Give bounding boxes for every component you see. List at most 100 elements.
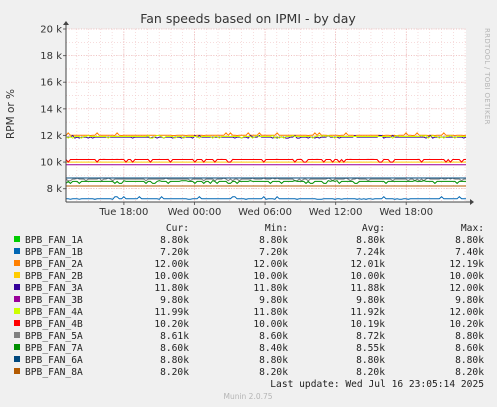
legend-value: 10.00k xyxy=(154,271,189,282)
x-tick-label: Tue 18:00 xyxy=(98,207,148,218)
legend-swatch xyxy=(14,272,20,278)
y-axis-label: RPM or % xyxy=(5,89,17,139)
legend-swatch xyxy=(14,236,20,242)
legend-series-name: BPB_FAN_2B xyxy=(25,271,83,282)
legend-value: 10.00k xyxy=(350,271,385,282)
legend-value: 10.19k xyxy=(350,319,385,330)
y-tick-label: 8 k xyxy=(47,184,63,195)
legend-value: 7.24k xyxy=(356,247,385,258)
x-tick-label: Wed 12:00 xyxy=(309,207,363,218)
y-tick-label: 10 k xyxy=(40,158,62,169)
legend-swatch xyxy=(14,332,20,338)
legend-swatch xyxy=(14,296,20,302)
legend-value: 8.80k xyxy=(455,331,484,342)
legend-series-name: BPB_FAN_2A xyxy=(25,259,83,270)
legend-series-name: BPB_FAN_6A xyxy=(25,355,83,366)
legend-value: 8.80k xyxy=(455,235,484,246)
legend-value: 8.20k xyxy=(356,367,385,378)
legend-swatch xyxy=(14,344,20,350)
series-line-bpb-fan-4b xyxy=(65,158,466,163)
legend-value: 8.20k xyxy=(160,367,189,378)
legend-value: 12.00k xyxy=(253,259,288,270)
legend-value: 8.20k xyxy=(259,367,288,378)
legend-value: 8.80k xyxy=(455,355,484,366)
legend-value: 12.00k xyxy=(154,259,189,270)
legend-value: 10.20k xyxy=(154,319,189,330)
legend-series-name: BPB_FAN_7A xyxy=(25,343,83,354)
legend-value: 7.40k xyxy=(455,247,484,258)
legend-series-name: BPB_FAN_3B xyxy=(25,295,83,306)
legend-swatch xyxy=(14,248,20,254)
legend-value: 8.80k xyxy=(356,235,385,246)
plot-area xyxy=(66,29,466,202)
legend-header: Max: xyxy=(461,223,484,234)
legend-value: 11.80k xyxy=(253,283,288,294)
legend-value: 8.72k xyxy=(356,331,385,342)
legend-value: 8.40k xyxy=(259,343,288,354)
legend-value: 7.20k xyxy=(259,247,288,258)
legend-header: Min: xyxy=(265,223,288,234)
legend-series-name: BPB_FAN_1A xyxy=(25,235,83,246)
legend-value: 7.20k xyxy=(160,247,189,258)
legend-value: 8.80k xyxy=(160,355,189,366)
legend-value: 9.80k xyxy=(455,295,484,306)
legend-value: 8.80k xyxy=(259,235,288,246)
legend-value: 10.00k xyxy=(253,319,288,330)
y-tick-label: 14 k xyxy=(40,104,62,115)
legend-value: 8.61k xyxy=(160,331,189,342)
legend-swatch xyxy=(14,368,20,374)
legend-value: 12.01k xyxy=(350,259,385,270)
legend-value: 12.00k xyxy=(449,283,484,294)
legend-value: 8.80k xyxy=(259,355,288,366)
legend-series-name: BPB_FAN_8A xyxy=(25,367,83,378)
legend-value: 12.00k xyxy=(449,307,484,318)
legend-swatch xyxy=(14,356,20,362)
legend-value: 11.88k xyxy=(350,283,385,294)
legend-value: 8.55k xyxy=(356,343,385,354)
chart-title: Fan speeds based on IPMI - by day xyxy=(140,11,356,26)
y-tick-label: 16 k xyxy=(40,78,62,89)
legend: Cur: Min: Avg: Max: BPB_FAN_1A 8.80k 8.80k 8.80… xyxy=(14,223,484,378)
legend-series-name: BPB_FAN_4A xyxy=(25,307,83,318)
y-tick-label: 20 k xyxy=(40,25,62,36)
legend-value: 10.00k xyxy=(253,271,288,282)
x-tick-label: Wed 00:00 xyxy=(168,207,222,218)
legend-swatch xyxy=(14,308,20,314)
legend-value: 8.80k xyxy=(160,235,189,246)
legend-value: 9.80k xyxy=(160,295,189,306)
last-update: Last update: Wed Jul 16 23:05:14 2025 xyxy=(270,379,484,390)
y-tick-label: 12 k xyxy=(40,131,62,142)
axes xyxy=(63,21,474,205)
legend-value: 8.60k xyxy=(160,343,189,354)
legend-value: 10.00k xyxy=(449,271,484,282)
series-line-bpb-fan-5a xyxy=(65,177,466,182)
legend-value: 11.80k xyxy=(154,283,189,294)
rrdtool-credit: RRDTOOL / TOBI OETIKER xyxy=(483,28,491,125)
legend-series-name: BPB_FAN_4B xyxy=(25,319,83,330)
legend-swatch xyxy=(14,284,20,290)
legend-series-name: BPB_FAN_3A xyxy=(25,283,83,294)
legend-header: Avg: xyxy=(362,223,385,234)
legend-value: 10.20k xyxy=(449,319,484,330)
series-line-bpb-fan-4a xyxy=(65,134,466,139)
legend-value: 11.80k xyxy=(253,307,288,318)
legend-swatch xyxy=(14,320,20,326)
legend-value: 8.60k xyxy=(455,343,484,354)
legend-value: 9.80k xyxy=(356,295,385,306)
legend-series-name: BPB_FAN_1B xyxy=(25,247,83,258)
legend-swatch xyxy=(14,260,20,266)
munin-version: Munin 2.0.75 xyxy=(223,392,272,401)
x-tick-label: Wed 18:00 xyxy=(379,207,433,218)
legend-value: 8.80k xyxy=(356,355,385,366)
x-tick-label: Wed 06:00 xyxy=(238,207,292,218)
y-tick-label: 18 k xyxy=(40,51,62,62)
series-line-bpb-fan-3a xyxy=(66,134,467,139)
series-line-bpb-fan-1b xyxy=(66,195,466,200)
y-axis-arrow xyxy=(63,21,69,25)
y-tick-labels: 8 k 10 k 12 k 14 k 16 k 18 k 20 k xyxy=(40,25,62,196)
legend-value: 8.60k xyxy=(259,331,288,342)
legend-series-name: BPB_FAN_5A xyxy=(25,331,83,342)
legend-value: 12.19k xyxy=(449,259,484,270)
legend-header: Cur: xyxy=(166,223,189,234)
